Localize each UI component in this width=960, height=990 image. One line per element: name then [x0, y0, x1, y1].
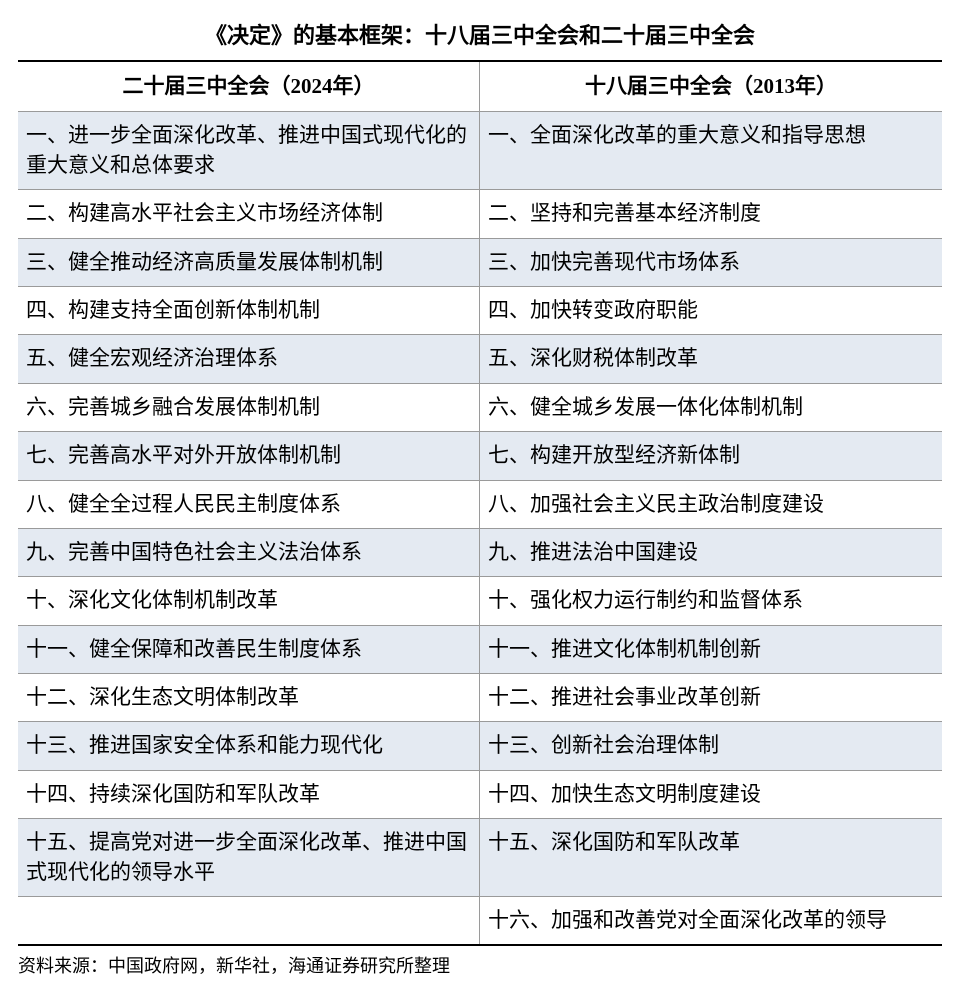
cell-right: 九、推进法治中国建设: [480, 529, 942, 576]
cell-left: 四、构建支持全面创新体制机制: [18, 287, 480, 334]
cell-left: 一、进一步全面深化改革、推进中国式现代化的重大意义和总体要求: [18, 112, 480, 189]
table-row: 十二、深化生态文明体制改革十二、推进社会事业改革创新: [18, 674, 942, 722]
table-header-row: 二十届三中全会（2024年） 十八届三中全会（2013年）: [18, 62, 942, 112]
column-header-left: 二十届三中全会（2024年）: [18, 62, 480, 111]
cell-left: 六、完善城乡融合发展体制机制: [18, 384, 480, 431]
table-row: 二、构建高水平社会主义市场经济体制二、坚持和完善基本经济制度: [18, 190, 942, 238]
table-row: 五、健全宏观经济治理体系五、深化财税体制改革: [18, 335, 942, 383]
cell-right: 六、健全城乡发展一体化体制机制: [480, 384, 942, 431]
table-row: 十三、推进国家安全体系和能力现代化十三、创新社会治理体制: [18, 722, 942, 770]
table-title: 《决定》的基本框架：十八届三中全会和二十届三中全会: [18, 12, 942, 62]
table-row: 六、完善城乡融合发展体制机制六、健全城乡发展一体化体制机制: [18, 384, 942, 432]
cell-right: 十三、创新社会治理体制: [480, 722, 942, 769]
cell-left: 十、深化文化体制机制改革: [18, 577, 480, 624]
cell-right: 十、强化权力运行制约和监督体系: [480, 577, 942, 624]
cell-right: 十一、推进文化体制机制创新: [480, 626, 942, 673]
cell-right: 三、加快完善现代市场体系: [480, 239, 942, 286]
source-note: 资料来源：中国政府网，新华社，海通证券研究所整理: [18, 946, 942, 978]
cell-left: 三、健全推动经济高质量发展体制机制: [18, 239, 480, 286]
cell-right: 五、深化财税体制改革: [480, 335, 942, 382]
cell-right: 十四、加快生态文明制度建设: [480, 771, 942, 818]
cell-left: 十五、提高党对进一步全面深化改革、推进中国式现代化的领导水平: [18, 819, 480, 896]
cell-right: 十五、深化国防和军队改革: [480, 819, 942, 896]
cell-right: 十二、推进社会事业改革创新: [480, 674, 942, 721]
cell-left: 九、完善中国特色社会主义法治体系: [18, 529, 480, 576]
cell-right: 十六、加强和改善党对全面深化改革的领导: [480, 897, 942, 944]
table-row: 七、完善高水平对外开放体制机制七、构建开放型经济新体制: [18, 432, 942, 480]
cell-right: 四、加快转变政府职能: [480, 287, 942, 334]
comparison-table: 二十届三中全会（2024年） 十八届三中全会（2013年） 一、进一步全面深化改…: [18, 62, 942, 946]
cell-left: [18, 897, 480, 944]
table-row: 十、深化文化体制机制改革十、强化权力运行制约和监督体系: [18, 577, 942, 625]
table-row: 四、构建支持全面创新体制机制四、加快转变政府职能: [18, 287, 942, 335]
column-header-right: 十八届三中全会（2013年）: [480, 62, 942, 111]
table-row: 十一、健全保障和改善民生制度体系十一、推进文化体制机制创新: [18, 626, 942, 674]
table-row: 八、健全全过程人民民主制度体系八、加强社会主义民主政治制度建设: [18, 481, 942, 529]
table-row: 十四、持续深化国防和军队改革十四、加快生态文明制度建设: [18, 771, 942, 819]
cell-left: 七、完善高水平对外开放体制机制: [18, 432, 480, 479]
cell-left: 八、健全全过程人民民主制度体系: [18, 481, 480, 528]
table-row: 三、健全推动经济高质量发展体制机制三、加快完善现代市场体系: [18, 239, 942, 287]
cell-left: 五、健全宏观经济治理体系: [18, 335, 480, 382]
cell-left: 二、构建高水平社会主义市场经济体制: [18, 190, 480, 237]
cell-right: 二、坚持和完善基本经济制度: [480, 190, 942, 237]
cell-left: 十四、持续深化国防和军队改革: [18, 771, 480, 818]
table-row: 九、完善中国特色社会主义法治体系九、推进法治中国建设: [18, 529, 942, 577]
cell-right: 八、加强社会主义民主政治制度建设: [480, 481, 942, 528]
cell-left: 十二、深化生态文明体制改革: [18, 674, 480, 721]
table-row: 十六、加强和改善党对全面深化改革的领导: [18, 897, 942, 944]
cell-left: 十一、健全保障和改善民生制度体系: [18, 626, 480, 673]
cell-right: 七、构建开放型经济新体制: [480, 432, 942, 479]
cell-left: 十三、推进国家安全体系和能力现代化: [18, 722, 480, 769]
table-row: 一、进一步全面深化改革、推进中国式现代化的重大意义和总体要求一、全面深化改革的重…: [18, 112, 942, 190]
cell-right: 一、全面深化改革的重大意义和指导思想: [480, 112, 942, 189]
table-row: 十五、提高党对进一步全面深化改革、推进中国式现代化的领导水平十五、深化国防和军队…: [18, 819, 942, 897]
